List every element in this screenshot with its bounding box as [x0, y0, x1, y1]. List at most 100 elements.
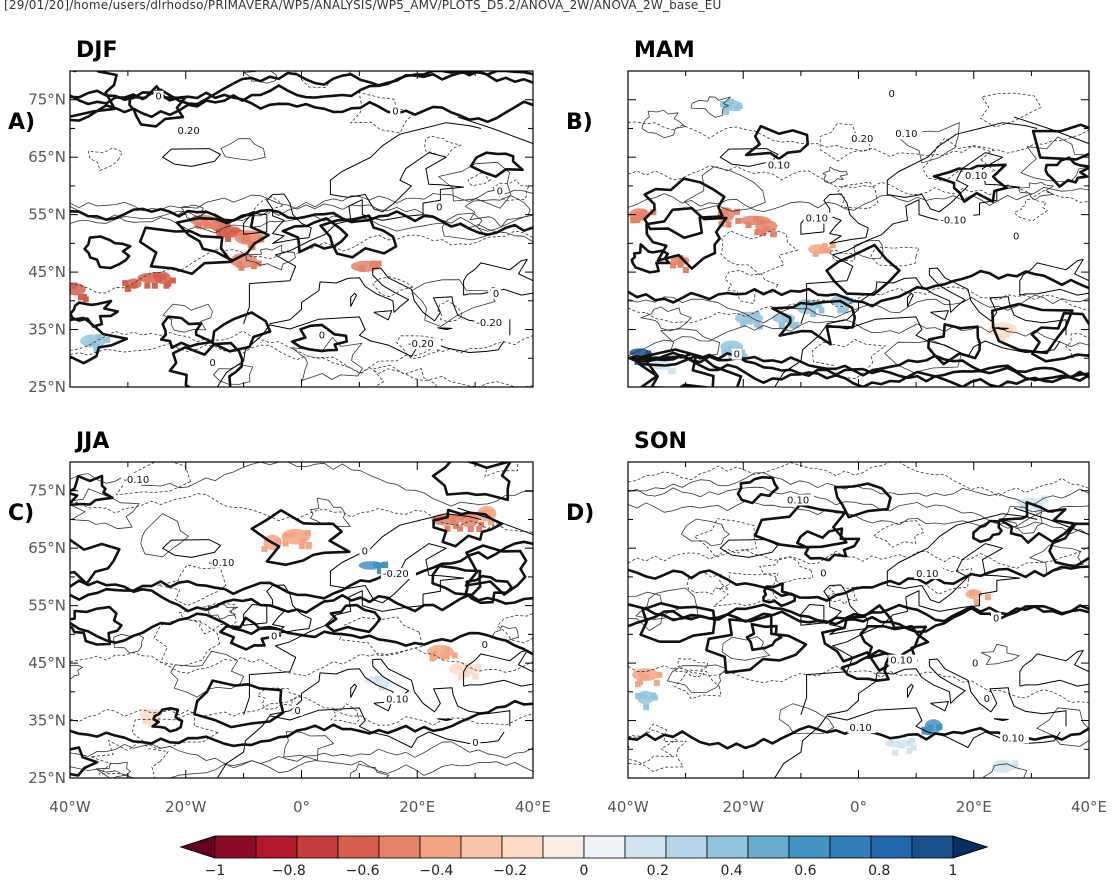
colorbar-segment: [297, 836, 338, 858]
zero-contour: [161, 317, 212, 348]
contour-label: 0.10: [787, 495, 809, 506]
coastline: [1020, 680, 1095, 686]
colorbar-segment: [912, 836, 953, 858]
shading-patch: [925, 719, 942, 733]
contour-line: [438, 301, 462, 322]
lon-tick-label: 40°E: [1071, 798, 1107, 816]
shading-cell: [683, 267, 689, 273]
contour-line: [779, 704, 834, 734]
colorbar-segment: [543, 836, 584, 858]
colorbar-segment: [707, 836, 748, 858]
contour-line: [721, 230, 798, 275]
contour-label: 0.10: [916, 569, 938, 580]
zero-contour: [928, 324, 980, 364]
panel-letter: B): [566, 110, 593, 135]
coastline: [1014, 508, 1095, 537]
season-title: SON: [634, 429, 687, 454]
colorbar-segment: [871, 836, 912, 858]
shading-cell: [306, 543, 312, 549]
lon-tick-label: 40°W: [607, 798, 649, 816]
contour-line: [296, 49, 351, 87]
shading-cell: [654, 680, 660, 686]
shading-cell: [457, 526, 463, 532]
colorbar-segment: [666, 836, 707, 858]
zero-contour: [1046, 158, 1091, 187]
colorbar-tick-label: −0.6: [346, 863, 380, 879]
lon-tick-label: 0°: [850, 798, 867, 816]
contour-label: 0.10: [895, 129, 917, 140]
lon-tick-label: 20°W: [165, 798, 207, 816]
shading-patch: [126, 279, 142, 289]
contour-label: 0.10: [890, 656, 912, 667]
colorbar-tick-label: 0.4: [720, 863, 742, 879]
lat-tick-label: 65°N: [28, 539, 66, 557]
colorbar-end-right: [953, 836, 987, 858]
lat-tick-label: 45°N: [28, 654, 66, 672]
shading-cell: [770, 231, 776, 237]
contour-label: 0.10: [849, 723, 871, 734]
contour-label: 0: [993, 613, 999, 624]
zero-contour: [85, 237, 131, 269]
coastline: [270, 268, 510, 335]
zero-contour: [827, 245, 900, 295]
contour-line: [331, 704, 360, 724]
shading-cell: [64, 287, 70, 293]
contour-label: 0: [209, 358, 215, 369]
shading-patch: [755, 220, 777, 232]
zero-contour: [747, 624, 781, 650]
shading-patch: [281, 529, 310, 545]
contour-label: 0: [1013, 232, 1019, 243]
shading-cell: [382, 562, 388, 568]
coastline: [931, 311, 949, 320]
colorbar-segment: [584, 836, 625, 858]
shading-cell: [144, 283, 150, 289]
shading-cell: [213, 223, 219, 229]
contour-line: [154, 618, 220, 666]
contour-label: 0: [497, 187, 503, 198]
contour-label: -0.10: [209, 558, 235, 569]
contour-label: 0: [436, 203, 442, 214]
coastline: [464, 680, 539, 686]
lat-tick-label: 35°N: [28, 321, 66, 339]
contour-line: [310, 498, 350, 526]
contour-label: 0: [472, 738, 478, 749]
coastline: [908, 684, 914, 697]
contour-label: 0: [392, 107, 398, 118]
zero-contour: [70, 581, 533, 613]
colorbar-tick-label: −0.2: [493, 863, 527, 879]
coastline: [1020, 289, 1095, 295]
zero-contour: [628, 567, 1089, 601]
season-title: JJA: [74, 429, 109, 454]
contour-line: [497, 611, 563, 643]
colorbar-tick-label: −1: [205, 863, 226, 879]
contour-label: 0: [362, 546, 368, 557]
zero-contour: [194, 681, 283, 728]
shading-patch: [722, 100, 742, 111]
shading-cell: [726, 222, 732, 228]
colorbar-segment: [625, 836, 666, 858]
colorbar-tick-label: 0.6: [794, 863, 816, 879]
zero-contour: [1033, 125, 1110, 160]
contour-line: [221, 139, 265, 161]
shading-patch: [351, 261, 380, 272]
contour-line: [620, 724, 686, 772]
contour-label: -0.10: [940, 215, 966, 226]
colorbar-tick-label: −0.4: [419, 863, 453, 879]
lon-tick-label: 20°E: [399, 798, 435, 816]
contour-line: [725, 270, 778, 303]
colorbar-tick-label: 1: [949, 863, 958, 879]
shading-cell: [78, 294, 84, 300]
contour-line: [1019, 182, 1054, 200]
contour-label: 0: [888, 89, 894, 100]
contour-line: [292, 338, 363, 381]
colorbar-segment: [338, 836, 379, 858]
contour-line: [980, 93, 1041, 127]
contour-label: -0.20: [383, 569, 409, 580]
shading-patch: [364, 676, 390, 684]
coastline: [203, 317, 504, 410]
contour-line: [628, 166, 1089, 202]
